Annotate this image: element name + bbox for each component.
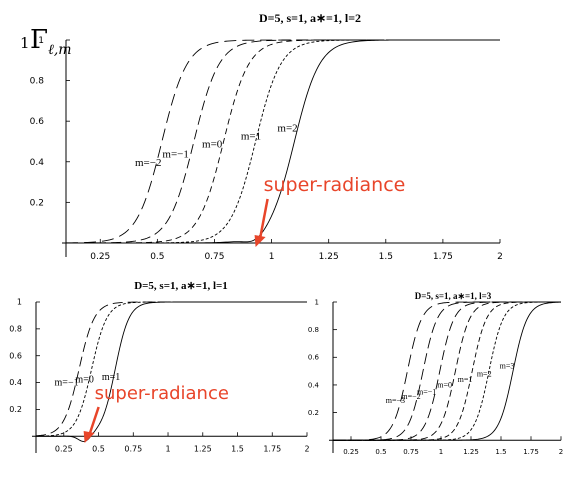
y-tick-label: 0.4 xyxy=(9,378,22,387)
series-line xyxy=(66,39,500,244)
series-line xyxy=(36,301,307,442)
chart-title: D=5, s=1, a∗=1, l=1 xyxy=(134,280,228,292)
y-tick-label: 0.6 xyxy=(9,351,22,360)
series-line xyxy=(333,301,561,441)
y-tick-label: 0.4 xyxy=(308,381,320,389)
series-line xyxy=(333,301,561,441)
x-tick-label: 0.25 xyxy=(90,252,110,262)
x-tick-label: 2 xyxy=(559,448,563,456)
series-label: m=2 xyxy=(277,122,297,134)
series-line xyxy=(333,301,561,441)
x-tick-label: 1.25 xyxy=(194,444,212,453)
x-tick-label: 1 xyxy=(165,444,170,453)
super-radiance-label: super-radiance xyxy=(95,383,229,404)
x-tick-label: 0.5 xyxy=(92,444,105,453)
chart-title: D=5, s=1, a∗=1, l=3 xyxy=(415,291,492,301)
x-tick-label: 2 xyxy=(497,252,503,262)
series-label: m=−1 xyxy=(162,149,188,161)
series-label: m=0 xyxy=(202,139,223,151)
y-tick-label: 0.2 xyxy=(308,409,319,417)
y-tick-label: 0.8 xyxy=(9,325,22,334)
x-tick-label: 1.5 xyxy=(231,444,244,453)
series-label: m=−1 xyxy=(55,377,79,388)
series-label: m=−2 xyxy=(401,392,420,401)
x-tick-label: 1.25 xyxy=(319,252,339,262)
series-label: m=0 xyxy=(437,381,452,390)
y-tick-label: 0.4 xyxy=(30,158,45,168)
x-tick-label: 0.75 xyxy=(204,252,224,262)
y-tick-label: 0.8 xyxy=(30,77,45,87)
series-label: m=−2 xyxy=(135,157,161,169)
super-radiance-arrow xyxy=(254,198,269,247)
series-label: m=1 xyxy=(102,372,120,383)
svg-text:Γ: Γ xyxy=(30,25,48,55)
x-tick-label: 1.75 xyxy=(433,252,453,262)
series-label: m=1 xyxy=(458,375,473,384)
svg-text:1: 1 xyxy=(20,34,30,52)
x-tick-label: 0.75 xyxy=(403,448,419,456)
series-label: m=−3 xyxy=(386,396,405,405)
series-label: m=2 xyxy=(477,370,492,379)
x-tick-label: 1 xyxy=(269,252,275,262)
series-label: m=3 xyxy=(500,361,515,370)
series-line xyxy=(35,301,307,437)
x-tick-label: 1.5 xyxy=(495,448,506,456)
series-line xyxy=(66,39,500,244)
series-label: m=−1 xyxy=(417,388,436,397)
y-tick-label: 0.6 xyxy=(30,117,45,127)
series-label: m=1 xyxy=(241,130,261,142)
y-tick-label: 0.2 xyxy=(9,405,22,414)
x-tick-label: 1 xyxy=(439,448,443,456)
x-tick-label: 1.25 xyxy=(463,448,479,456)
x-tick-label: 2 xyxy=(304,444,309,453)
y-tick-label: 0.6 xyxy=(308,354,320,362)
y-tick-label: 1 xyxy=(38,36,44,46)
x-tick-label: 1.75 xyxy=(263,444,281,453)
x-tick-label: 1.5 xyxy=(379,252,393,262)
x-tick-label: 0.5 xyxy=(375,448,386,456)
series-label: m=0 xyxy=(75,375,93,386)
y-tick-label: 1 xyxy=(315,298,319,306)
x-tick-label: 0.75 xyxy=(124,444,142,453)
x-tick-label: 0.25 xyxy=(55,444,73,453)
x-tick-label: 0.25 xyxy=(343,448,359,456)
y-tick-label: 0.8 xyxy=(308,326,319,334)
super-radiance-arrow xyxy=(83,406,100,443)
series-line xyxy=(333,301,561,441)
series-line xyxy=(333,301,561,441)
series-line xyxy=(333,301,562,441)
y-tick-label: 0.2 xyxy=(30,198,44,208)
x-tick-label: 1.75 xyxy=(523,448,539,456)
chart-title: D=5, s=1, a∗=1, l=2 xyxy=(259,11,361,25)
super-radiance-label: super-radiance xyxy=(264,174,406,196)
y-tick-label: 1 xyxy=(17,298,22,307)
series-line xyxy=(333,301,561,441)
x-tick-label: 0.5 xyxy=(150,252,164,262)
